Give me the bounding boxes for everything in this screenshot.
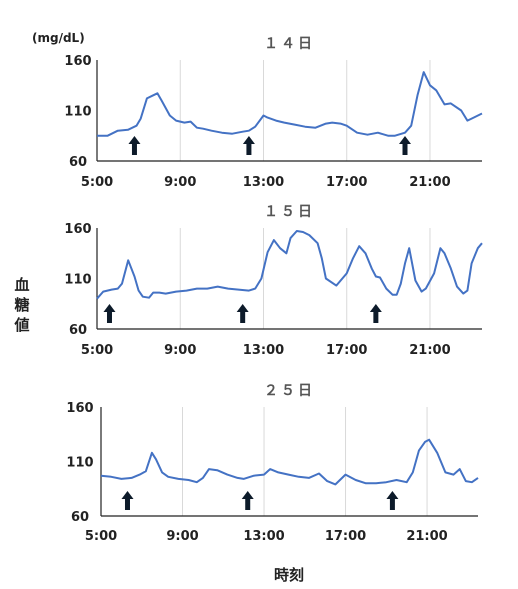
x-tick-label: 17:00 bbox=[326, 175, 367, 190]
meal-arrow-icon bbox=[121, 491, 134, 510]
chart-panel: １５日 160 110 60 5:00 9:00 13:00 17:00 21:00 bbox=[64, 204, 483, 358]
meal-arrow-icon bbox=[242, 136, 255, 155]
x-tick-label: 21:00 bbox=[406, 529, 447, 544]
panel-title: １５日 bbox=[264, 204, 315, 220]
meal-arrow-icon bbox=[399, 136, 411, 155]
panel-title: １４日 bbox=[264, 36, 315, 52]
y-tick-label: 160 bbox=[64, 54, 91, 69]
chart-panels: １４日 160 110 60 5:00 9:00 13:00 17:00 21:00 １５日 160… bbox=[64, 36, 483, 544]
y-tick-label: 60 bbox=[69, 155, 87, 170]
x-tick-label: 5:00 bbox=[85, 529, 117, 544]
glucose-series-line bbox=[100, 438, 479, 486]
x-tick-label: 9:00 bbox=[166, 529, 198, 544]
meal-arrow-icon bbox=[369, 304, 382, 323]
y-axis-label: 血糖値 bbox=[13, 276, 29, 334]
meal-arrow-icon bbox=[128, 136, 141, 155]
x-tick-label: 5:00 bbox=[81, 175, 113, 190]
x-tick-label: 5:00 bbox=[81, 343, 113, 358]
y-tick-label: 160 bbox=[64, 222, 91, 237]
unit-label: (mg/dL) bbox=[32, 31, 85, 45]
meal-arrow-icon bbox=[103, 304, 116, 323]
x-tick-label: 21:00 bbox=[409, 175, 450, 190]
x-tick-label: 13:00 bbox=[243, 529, 284, 544]
glucose-series-line bbox=[96, 230, 483, 300]
y-tick-label: 110 bbox=[64, 273, 91, 288]
x-axis-label: 時刻 bbox=[274, 566, 304, 584]
y-axis-label-char: 血 bbox=[14, 276, 29, 294]
y-tick-label: 60 bbox=[69, 323, 87, 338]
chart-panel: １４日 160 110 60 5:00 9:00 13:00 17:00 21:00 bbox=[64, 36, 483, 190]
panel-title: ２５日 bbox=[264, 383, 315, 399]
x-tick-label: 17:00 bbox=[326, 343, 367, 358]
chart-panel: ２５日 160 110 60 5:00 9:00 13:00 17:00 21:00 bbox=[66, 383, 479, 544]
x-tick-label: 9:00 bbox=[164, 175, 196, 190]
x-tick-label: 13:00 bbox=[243, 175, 284, 190]
y-tick-label: 60 bbox=[71, 510, 89, 525]
x-tick-label: 13:00 bbox=[243, 343, 284, 358]
x-tick-label: 9:00 bbox=[164, 343, 196, 358]
y-tick-label: 160 bbox=[66, 401, 93, 416]
y-tick-label: 110 bbox=[64, 105, 91, 120]
meal-arrow-icon bbox=[386, 491, 399, 510]
x-tick-label: 17:00 bbox=[325, 529, 366, 544]
y-tick-label: 110 bbox=[66, 456, 93, 471]
meal-arrow-icon bbox=[236, 304, 249, 323]
glucose-series-line bbox=[97, 71, 483, 137]
y-axis-label-char: 値 bbox=[13, 316, 29, 334]
x-tick-label: 21:00 bbox=[409, 343, 450, 358]
meal-arrow-icon bbox=[241, 491, 254, 510]
y-axis-label-char: 糖 bbox=[14, 296, 29, 314]
